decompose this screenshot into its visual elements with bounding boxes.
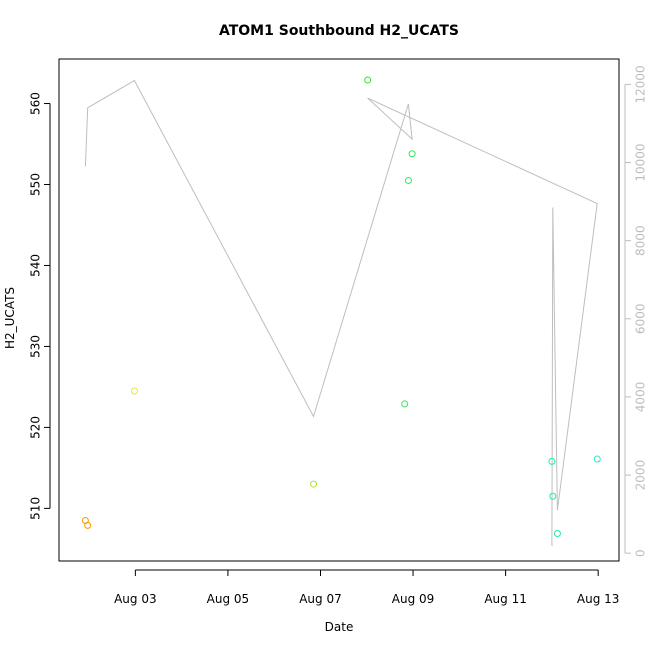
- x-tick-label: Aug 03: [114, 592, 157, 606]
- y-tick-label: 510: [29, 497, 43, 520]
- plot-area-frame: [58, 58, 620, 562]
- y-axis-label: H2_UCATS: [3, 287, 17, 349]
- data-point: [553, 529, 561, 537]
- data-point: [549, 492, 557, 500]
- y-tick-label: 530: [29, 335, 43, 358]
- x-tick-label: Aug 05: [207, 592, 250, 606]
- data-point: [593, 455, 601, 463]
- y2-tick-label: 0: [634, 549, 648, 557]
- altitude-series: [84, 79, 598, 546]
- x-axis: Aug 03 Aug 05 Aug 07 Aug 09 Aug 11 Aug 13: [114, 569, 620, 606]
- chart-title: ATOM1 Southbound H2_UCATS: [219, 23, 459, 39]
- data-point: [548, 457, 556, 465]
- y2-axis: 0 2000 4000 6000 8000 10000 12000: [624, 65, 648, 557]
- x-axis-label: Date: [325, 620, 354, 634]
- x-tick-label: Aug 11: [484, 592, 527, 606]
- x-tick-label: Aug 09: [392, 592, 435, 606]
- y-axis: 510 520 530 540 550 560: [29, 92, 51, 520]
- data-point: [401, 400, 409, 408]
- y-tick-label: 520: [29, 416, 43, 439]
- y2-tick-label: 10000: [634, 143, 648, 181]
- y2-tick-label: 4000: [634, 382, 648, 413]
- y2-tick-label: 12000: [634, 65, 648, 103]
- y-tick-label: 550: [29, 173, 43, 196]
- data-point: [408, 150, 416, 158]
- data-point: [310, 480, 318, 488]
- data-point: [364, 76, 372, 84]
- y-tick-label: 560: [29, 92, 43, 115]
- altitude-line: [84, 79, 598, 546]
- data-point: [404, 176, 412, 184]
- data-point: [130, 387, 138, 395]
- x-tick-label: Aug 13: [577, 592, 620, 606]
- data-point: [84, 521, 92, 529]
- x-tick-label: Aug 07: [299, 592, 342, 606]
- data-points: [81, 76, 601, 537]
- y2-tick-label: 6000: [634, 304, 648, 335]
- y2-tick-label: 2000: [634, 460, 648, 491]
- y-tick-label: 540: [29, 254, 43, 277]
- y2-tick-label: 8000: [634, 225, 648, 256]
